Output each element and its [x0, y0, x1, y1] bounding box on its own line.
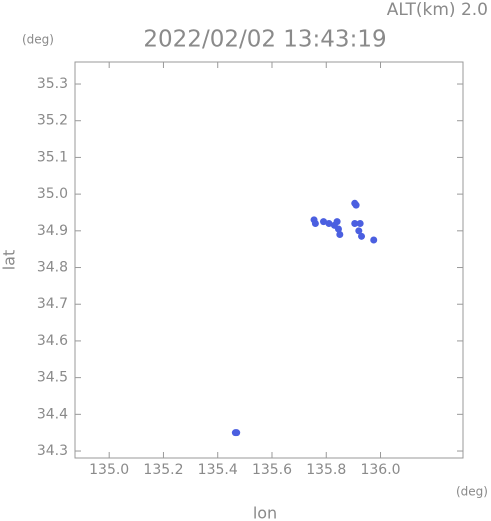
echo-point — [336, 230, 344, 238]
echo-point — [358, 232, 366, 240]
echo-point — [351, 219, 359, 227]
echo-point — [352, 201, 360, 209]
y-unit: (deg) — [22, 33, 54, 47]
echo-point — [333, 218, 341, 226]
chart-title: 2022/02/02 13:43:19 — [143, 27, 386, 53]
echo-point — [320, 218, 328, 226]
echo-point — [233, 429, 241, 437]
y-tick-label: 35.1 — [37, 149, 68, 165]
x-tick-label: 135.4 — [198, 462, 238, 478]
annotation: ALT(km) 2.0 — [387, 0, 488, 20]
x-tick-label: 136.0 — [360, 462, 400, 478]
y-tick-label: 34.3 — [37, 443, 68, 459]
echo-point — [311, 219, 319, 227]
x-unit: (deg) — [456, 485, 488, 499]
y-tick-label: 34.9 — [37, 223, 68, 239]
y-tick-label: 34.8 — [37, 260, 68, 276]
x-axis-label: lon — [253, 504, 277, 521]
y-tick-label: 34.5 — [37, 370, 68, 386]
y-tick-label: 34.4 — [37, 406, 68, 422]
x-tick-label: 135.2 — [143, 462, 183, 478]
echo-point — [334, 225, 342, 233]
y-axis-label: lat — [0, 250, 19, 271]
plot-frame — [74, 61, 464, 459]
echo-point — [355, 227, 363, 235]
y-tick-label: 34.7 — [37, 296, 68, 312]
x-tick-label: 135.0 — [89, 462, 129, 478]
y-tick-label: 34.6 — [37, 333, 68, 349]
echo-point — [356, 219, 364, 227]
echo-point — [325, 219, 333, 227]
x-tick-label: 135.8 — [306, 462, 346, 478]
y-tick-label: 35.0 — [37, 186, 68, 202]
echo-point — [370, 236, 378, 244]
x-tick-label: 135.6 — [252, 462, 292, 478]
y-tick-label: 35.2 — [37, 113, 68, 129]
y-tick-label: 35.3 — [37, 76, 68, 92]
